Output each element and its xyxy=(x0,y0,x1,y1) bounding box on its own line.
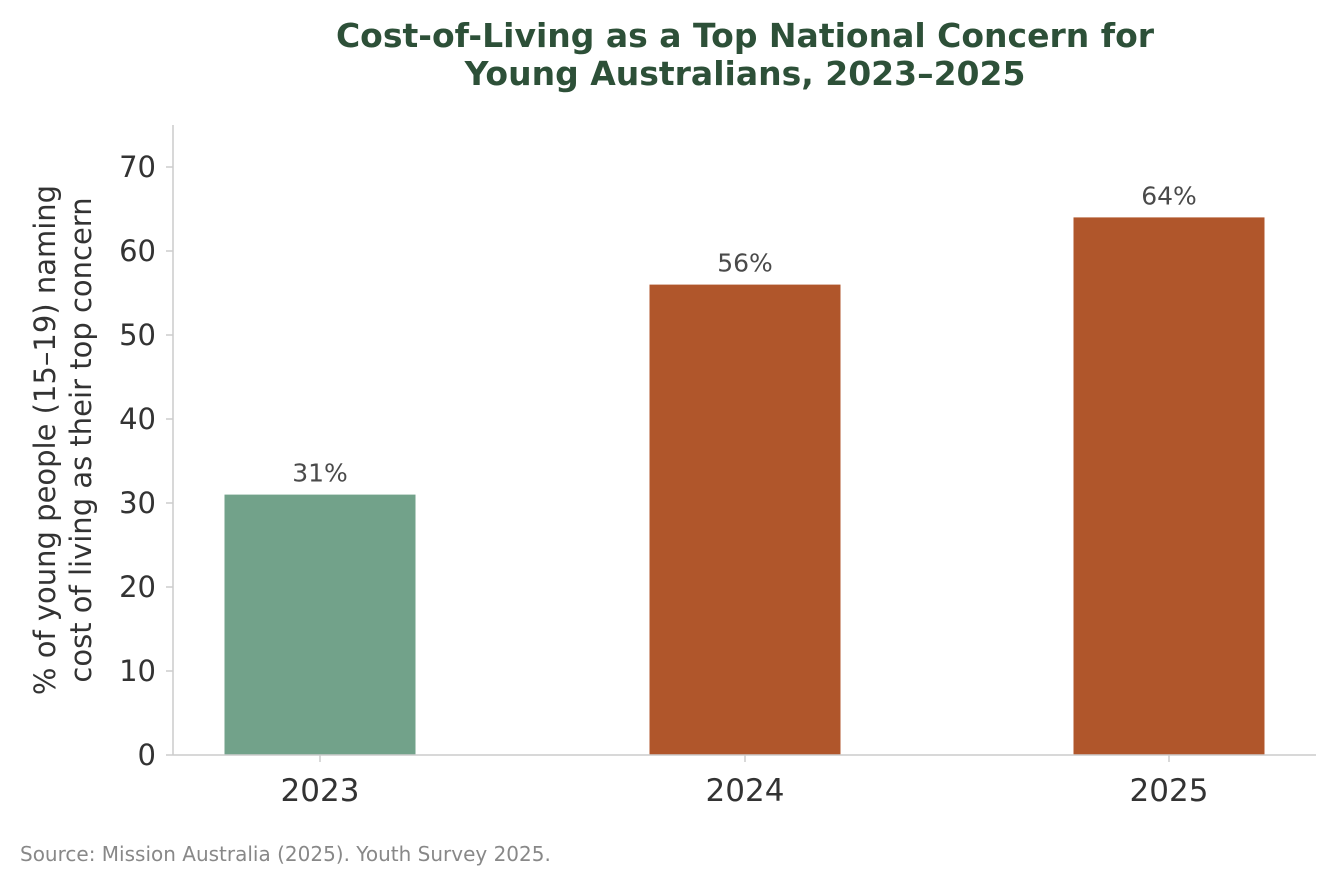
source-note: Source: Mission Australia (2025). Youth … xyxy=(20,842,551,866)
y-tick-label: 40 xyxy=(119,402,156,436)
y-tick-label: 10 xyxy=(119,654,156,688)
bar-value-label-2025: 64% xyxy=(1141,181,1197,210)
x-tick-label-2023: 2023 xyxy=(281,773,360,809)
chart-title-line-1: Cost-of-Living as a Top National Concern… xyxy=(336,16,1155,55)
y-tick-label: 50 xyxy=(119,318,156,352)
bars: 31% 56% 64% xyxy=(224,181,1265,755)
y-axis-label-line-1: % of young people (15–19) naming xyxy=(28,185,62,695)
y-tick-label: 0 xyxy=(138,738,156,772)
x-tick-label-2025: 2025 xyxy=(1130,773,1209,809)
x-tick-label-2024: 2024 xyxy=(706,773,785,809)
bar-2024 xyxy=(649,284,841,755)
y-tick-label: 20 xyxy=(119,570,156,604)
y-tick-label: 30 xyxy=(119,486,156,520)
chart-title: Cost-of-Living as a Top National Concern… xyxy=(336,16,1155,93)
bar-value-label-2023: 31% xyxy=(292,459,348,488)
bar-value-label-2024: 56% xyxy=(717,249,773,278)
y-tick-label: 70 xyxy=(119,150,156,184)
x-axis-ticks: 2023 2024 2025 xyxy=(281,755,1209,809)
bar-2025 xyxy=(1073,217,1265,755)
y-tick-label: 60 xyxy=(119,234,156,268)
y-axis-ticks: 0 10 20 30 40 50 60 70 xyxy=(119,150,173,772)
bar-2023 xyxy=(224,494,416,755)
y-axis-label: % of young people (15–19) naming cost of… xyxy=(28,185,98,695)
chart-title-line-2: Young Australians, 2023–2025 xyxy=(464,54,1026,93)
y-axis-label-line-2: cost of living as their top concern xyxy=(64,197,98,682)
